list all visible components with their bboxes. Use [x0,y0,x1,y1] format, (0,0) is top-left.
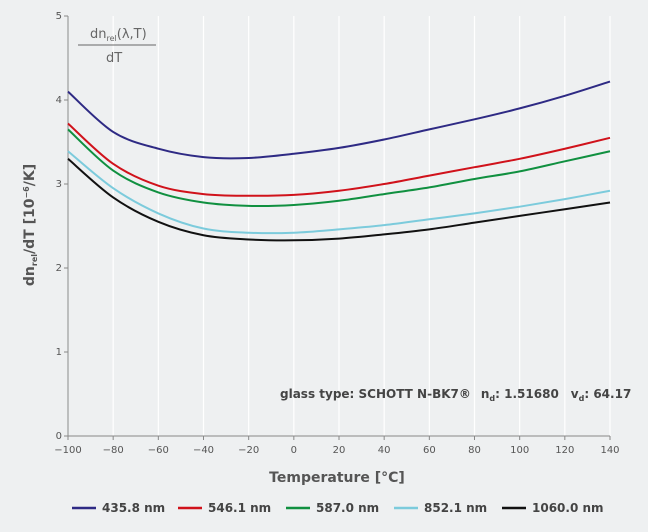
x-tick-label: 80 [468,445,481,456]
legend-label-0: 435.8 nm [102,501,165,515]
y-tick-label: 3 [56,179,62,190]
x-tick-label: −60 [148,445,169,456]
formula-label: dnrel(λ,T) dT [78,27,156,66]
formula-denominator: dT [106,51,122,66]
glass-type-note: glass type: SCHOTT N-BK7® nd: 1.51680 vd: … [280,387,631,403]
y-tick-label: 0 [56,431,62,442]
x-tick-label: −40 [193,445,214,456]
x-axis-title: Temperature [°C] [269,470,405,486]
y-tick-label: 2 [56,263,62,274]
formula-numerator: dnrel(λ,T) [90,27,147,43]
legend-label-3: 852.1 nm [424,501,487,515]
series-line-1 [67,122,611,197]
x-tick-label: 140 [600,445,619,456]
x-tick-label: 40 [378,445,391,456]
x-tick-label: 100 [510,445,529,456]
series-lines [67,80,611,242]
y-tick-label: 4 [56,95,62,106]
legend: 435.8 nm 546.1 nm 587.0 nm 852.1 nm 1060.0 n… [72,501,604,515]
series-line-0 [67,80,611,160]
series-line-4 [67,158,611,242]
axes: −100 −80 −60 −40 −20 0 20 40 60 80 100 120 140 0 1 2 3 4 5 [54,11,619,456]
legend-label-2: 587.0 nm [316,501,379,515]
x-tick-label: 120 [555,445,574,456]
y-tick-label: 1 [56,347,62,358]
x-tick-label: −20 [238,445,259,456]
x-tick-label: 20 [333,445,346,456]
y-axis-title: dnrel/dT [10−6/K] [22,164,39,286]
y-tick-label: 5 [56,11,62,22]
x-tick-label: −100 [54,445,81,456]
x-tick-label: 60 [423,445,436,456]
legend-label-1: 546.1 nm [208,501,271,515]
legend-label-4: 1060.0 nm [532,501,604,515]
x-tick-label: 0 [291,445,297,456]
series-line-2 [67,128,611,208]
x-tick-label: −80 [103,445,124,456]
series-line-3 [67,150,611,235]
